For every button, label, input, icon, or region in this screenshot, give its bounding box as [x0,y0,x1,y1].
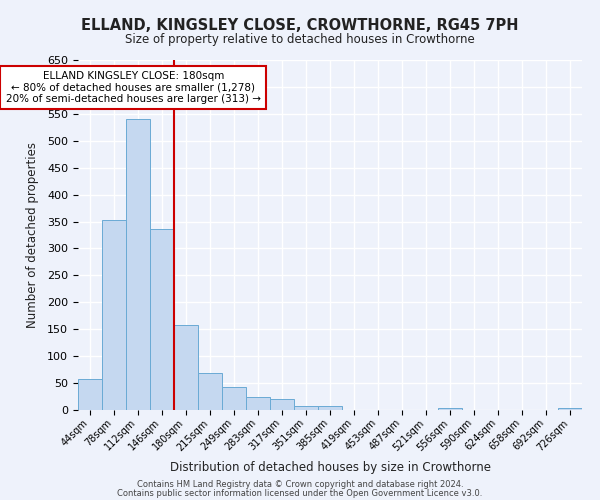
Text: ELLAND, KINGSLEY CLOSE, CROWTHORNE, RG45 7PH: ELLAND, KINGSLEY CLOSE, CROWTHORNE, RG45… [81,18,519,32]
Y-axis label: Number of detached properties: Number of detached properties [26,142,39,328]
Bar [222,388,246,410]
Bar [318,406,342,410]
Bar [270,399,294,410]
Text: Size of property relative to detached houses in Crowthorne: Size of property relative to detached ho… [125,32,475,46]
Bar [198,374,222,410]
Bar [558,408,582,410]
Bar [150,228,174,410]
Bar [246,396,270,410]
Bar [294,406,318,410]
Bar [174,326,198,410]
Bar [78,380,102,410]
X-axis label: Distribution of detached houses by size in Crowthorne: Distribution of detached houses by size … [170,461,491,474]
Bar [102,220,126,410]
Text: Contains public sector information licensed under the Open Government Licence v3: Contains public sector information licen… [118,488,482,498]
Bar [438,408,462,410]
Text: Contains HM Land Registry data © Crown copyright and database right 2024.: Contains HM Land Registry data © Crown c… [137,480,463,489]
Text: ELLAND KINGSLEY CLOSE: 180sqm
← 80% of detached houses are smaller (1,278)
20% o: ELLAND KINGSLEY CLOSE: 180sqm ← 80% of d… [5,71,260,104]
Bar [126,119,150,410]
